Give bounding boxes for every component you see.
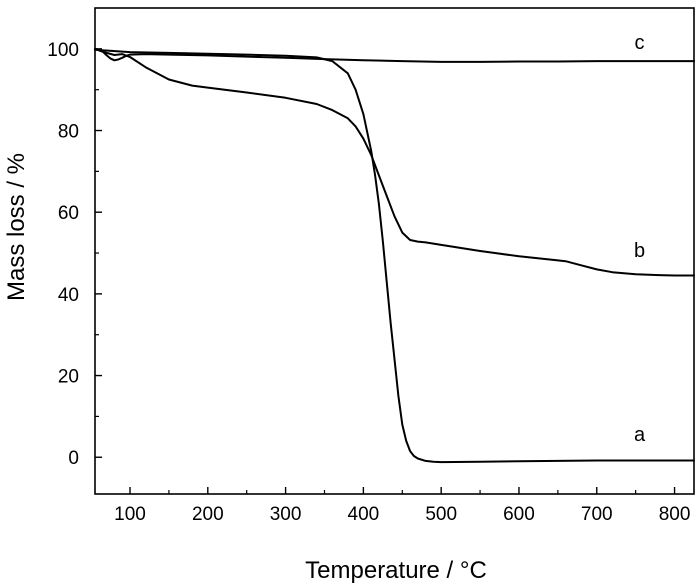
axis-ticks: 100 200 300 400 500 600 700 800 0 20 40 60 80 100 [47,40,690,525]
curve-a [94,48,695,464]
plot-frame [94,7,695,495]
curve-label-c: c [635,32,645,54]
x-tick-label: 800 [659,504,691,525]
y-tick-label: 20 [58,367,79,388]
x-tick-label: 400 [348,504,380,525]
y-tick-label: 0 [68,448,79,469]
x-axis-title: Temperature / °C [305,557,487,584]
y-tick-label: 80 [58,122,79,143]
curve-b [94,47,695,277]
y-tick-label: 100 [47,40,79,61]
x-tick-label: 700 [581,504,613,525]
curve-labels: a b c [634,32,646,446]
curve-label-a: a [634,424,646,446]
curve-label-b: b [634,240,645,262]
y-axis-title: Mass loss / % [3,153,30,301]
x-tick-label: 600 [503,504,535,525]
y-tick-label: 40 [58,285,79,306]
x-tick-label: 500 [425,504,457,525]
y-tick-label: 60 [58,203,79,224]
curves [94,47,695,464]
x-tick-label: 200 [192,504,224,525]
curve-c [94,47,695,63]
plot-area [94,7,695,495]
x-tick-label: 300 [270,504,302,525]
x-tick-label: 100 [114,504,146,525]
